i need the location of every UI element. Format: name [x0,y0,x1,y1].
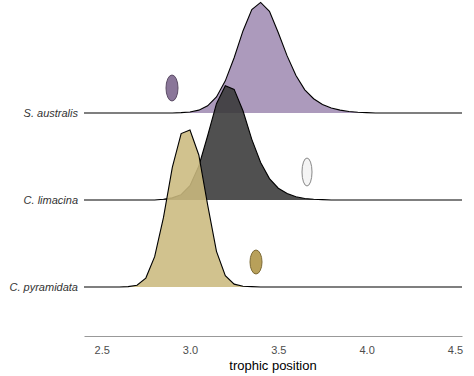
x-tick-label: 3.0 [183,344,198,356]
x-tick: 3.5 [271,336,286,356]
row-label: S. australis [24,107,79,119]
x-tick-label: 4.0 [359,344,374,356]
x-tick: 4.0 [359,336,374,356]
icon [302,158,312,186]
row-label: C. limacina [24,194,78,206]
x-axis-title: trophic position [229,358,316,373]
plot-area [84,2,462,287]
density-area [84,130,462,287]
icon [166,75,178,101]
density-line [84,86,462,200]
x-axis-line [85,336,463,337]
x-tick-label: 4.5 [448,344,463,356]
x-axis: 2.5 3.0 3.5 4.0 4.5 [85,336,464,356]
x-tick-label: 3.5 [271,344,286,356]
x-tick-label: 2.5 [95,344,110,356]
density-line [84,130,462,287]
density-area [84,86,462,200]
x-tick: 3.0 [183,336,198,356]
row-label: C. pyramidata [10,281,78,293]
density-area [84,2,462,113]
icon [250,250,262,274]
x-tick: 2.5 [95,336,110,356]
icons [166,75,312,274]
density-line [84,2,462,113]
chart: S. australis C. limacina C. pyramidata 2.5 3… [0,0,474,376]
x-tick: 4.5 [448,336,463,356]
